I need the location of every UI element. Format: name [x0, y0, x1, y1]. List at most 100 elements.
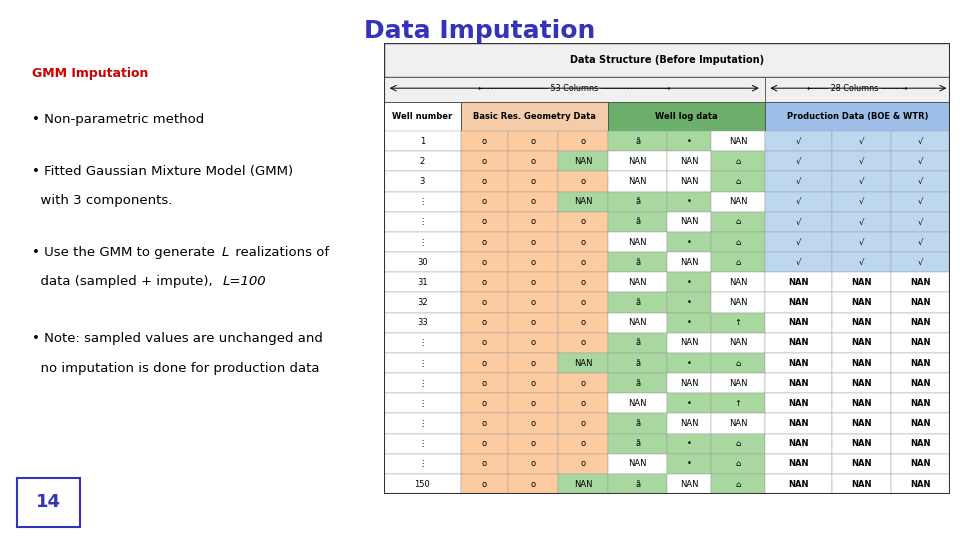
- Bar: [384, 313, 461, 333]
- Bar: [832, 414, 892, 434]
- Bar: [508, 151, 558, 172]
- Text: NAN: NAN: [852, 318, 872, 327]
- Text: NAN: NAN: [852, 278, 872, 287]
- Text: NAN: NAN: [852, 419, 872, 428]
- Text: 2: 2: [420, 157, 425, 166]
- Bar: [558, 272, 609, 293]
- Bar: [461, 252, 508, 272]
- Text: √: √: [796, 177, 802, 186]
- Bar: [764, 434, 832, 454]
- Text: NAN: NAN: [680, 177, 699, 186]
- Bar: [764, 454, 832, 474]
- Bar: [832, 272, 892, 293]
- Text: ã: ã: [636, 480, 640, 489]
- Text: o: o: [581, 339, 586, 347]
- Bar: [764, 474, 832, 494]
- Bar: [832, 212, 892, 232]
- Bar: [609, 102, 764, 131]
- Bar: [384, 434, 461, 454]
- Text: o: o: [482, 177, 487, 186]
- Text: 30: 30: [417, 258, 427, 267]
- Text: o: o: [482, 278, 487, 287]
- Text: ⋮: ⋮: [419, 218, 426, 226]
- Bar: [764, 151, 832, 172]
- Text: ⌂: ⌂: [735, 218, 741, 226]
- Bar: [461, 151, 508, 172]
- Text: ⋮: ⋮: [419, 460, 426, 468]
- Text: NAN: NAN: [729, 298, 747, 307]
- Bar: [711, 293, 764, 313]
- Bar: [832, 252, 892, 272]
- Text: 3: 3: [420, 177, 425, 186]
- Bar: [667, 293, 711, 313]
- Bar: [384, 393, 461, 414]
- Text: NAN: NAN: [729, 339, 747, 347]
- Bar: [461, 232, 508, 252]
- Bar: [667, 434, 711, 454]
- Text: ã: ã: [636, 359, 640, 368]
- Text: √: √: [859, 137, 865, 146]
- Bar: [508, 393, 558, 414]
- Bar: [609, 172, 667, 192]
- Bar: [461, 102, 609, 131]
- Text: ↑: ↑: [734, 399, 741, 408]
- Bar: [558, 414, 609, 434]
- Bar: [384, 212, 461, 232]
- Text: ã: ã: [636, 298, 640, 307]
- Bar: [609, 293, 667, 313]
- Bar: [711, 353, 764, 373]
- Bar: [667, 252, 711, 272]
- Text: √: √: [859, 258, 865, 267]
- Bar: [892, 454, 950, 474]
- Text: Well log data: Well log data: [655, 112, 718, 121]
- Text: o: o: [531, 460, 536, 468]
- Text: ã: ã: [636, 419, 640, 428]
- Bar: [892, 131, 950, 151]
- Text: ⋮: ⋮: [419, 339, 426, 347]
- Bar: [832, 393, 892, 414]
- Bar: [558, 333, 609, 353]
- Bar: [558, 454, 609, 474]
- Text: o: o: [581, 238, 586, 247]
- Text: • Non-parametric method: • Non-parametric method: [32, 113, 204, 126]
- Text: NAN: NAN: [852, 339, 872, 347]
- Text: 150: 150: [415, 480, 430, 489]
- Bar: [508, 353, 558, 373]
- Bar: [892, 474, 950, 494]
- Text: NAN: NAN: [629, 460, 647, 468]
- Bar: [711, 212, 764, 232]
- Text: o: o: [581, 419, 586, 428]
- Bar: [508, 212, 558, 232]
- Text: o: o: [531, 157, 536, 166]
- Text: ⋮: ⋮: [419, 359, 426, 368]
- Text: NAN: NAN: [911, 339, 931, 347]
- Bar: [892, 232, 950, 252]
- Bar: [892, 333, 950, 353]
- Text: o: o: [581, 177, 586, 186]
- Bar: [667, 192, 711, 212]
- Text: NAN: NAN: [788, 278, 808, 287]
- Bar: [384, 272, 461, 293]
- Bar: [667, 172, 711, 192]
- Bar: [609, 333, 667, 353]
- Text: GMM Imputation: GMM Imputation: [32, 68, 148, 80]
- Bar: [384, 252, 461, 272]
- Text: √: √: [918, 197, 924, 206]
- Text: o: o: [482, 339, 487, 347]
- Bar: [558, 252, 609, 272]
- Text: Basic Res. Geometry Data: Basic Res. Geometry Data: [473, 112, 596, 121]
- Bar: [667, 131, 711, 151]
- Bar: [609, 131, 667, 151]
- Text: √: √: [796, 157, 802, 166]
- Text: NAN: NAN: [629, 177, 647, 186]
- Text: o: o: [531, 359, 536, 368]
- Text: NAN: NAN: [852, 439, 872, 448]
- Bar: [711, 454, 764, 474]
- Text: o: o: [581, 318, 586, 327]
- Text: o: o: [482, 238, 487, 247]
- Text: √: √: [796, 197, 802, 206]
- Bar: [711, 151, 764, 172]
- Text: NAN: NAN: [788, 318, 808, 327]
- Text: Well number: Well number: [393, 112, 452, 121]
- Text: NAN: NAN: [911, 318, 931, 327]
